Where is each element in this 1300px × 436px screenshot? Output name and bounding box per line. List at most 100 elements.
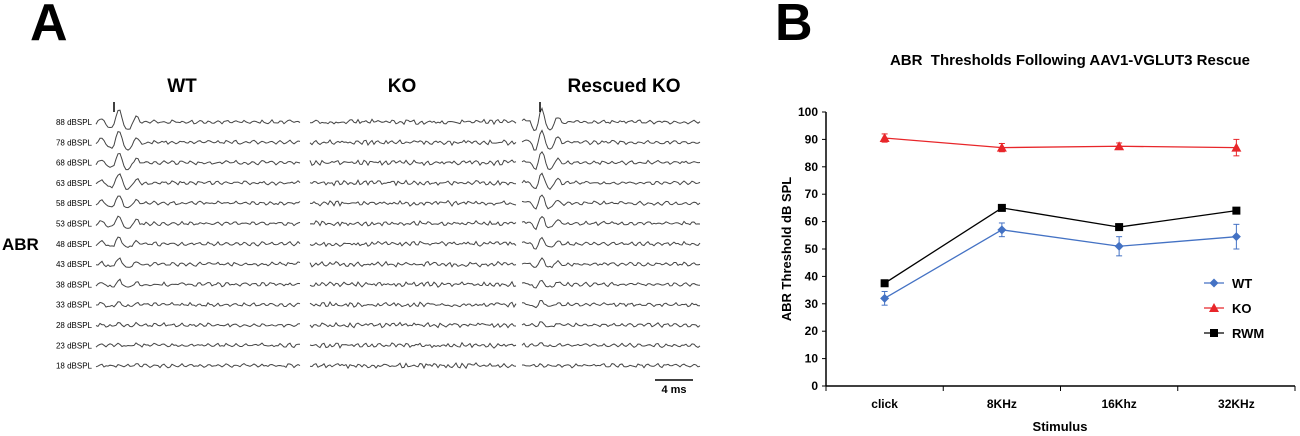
data-point-wt: [997, 225, 1007, 235]
abr-trace-ko: [309, 260, 517, 268]
abr-trace-ko: [309, 220, 517, 227]
abr-trace-ko: [309, 300, 517, 308]
column-title-wt: WT: [167, 76, 197, 97]
abr-trace-rescued: [521, 342, 701, 348]
abr-trace-wt: [95, 152, 301, 171]
data-point-rwm: [1115, 223, 1124, 232]
y-tick-label: 100: [798, 105, 818, 119]
legend-label-rwm: RWM: [1232, 326, 1264, 341]
abr-trace-wt: [95, 173, 301, 190]
column-title-ko: KO: [388, 76, 417, 97]
series-wt: [880, 222, 1241, 306]
level-label: 78 dBSPL: [56, 138, 93, 147]
abr-trace-ko: [309, 321, 517, 329]
level-label: 58 dBSPL: [56, 199, 93, 208]
abr-trace-rescued: [521, 299, 700, 309]
abr-trace-wt: [95, 236, 301, 248]
abr-trace-ko: [309, 341, 517, 349]
abr-trace-wt: [95, 362, 301, 369]
threshold-chart: 0 10 20 30 40 50 60 70 80 90 100 click 8KHz 16Khz 32KH…: [798, 105, 1296, 411]
abr-trace-ko: [309, 362, 517, 370]
y-tick-label: 40: [805, 269, 819, 283]
data-point-ko: [1231, 142, 1242, 152]
y-axis-label: ABR Threshold dB SPL: [779, 177, 794, 322]
level-label: 53 dBSPL: [56, 220, 93, 229]
data-point-ko: [1114, 141, 1125, 151]
abr-trace-rescued: [522, 362, 701, 369]
series-line-rwm: [884, 207, 1237, 284]
abr-trace-wt: [95, 342, 301, 349]
data-point-rwm: [997, 203, 1006, 212]
abr-trace-ko: [309, 179, 517, 187]
y-tick-label: 10: [805, 352, 819, 366]
panel-b-letter: B: [775, 0, 813, 52]
panel-a-letter: A: [30, 0, 68, 52]
data-point-rwm: [1232, 206, 1241, 215]
level-labels: 88 dBSPL 78 dBSPL 68 dBSPL 63 dBSPL 58 dBSPL…: [56, 118, 93, 371]
level-label: 18 dBSPL: [56, 362, 93, 371]
series-rwm: [880, 203, 1241, 288]
legend-label-wt: WT: [1232, 276, 1252, 291]
data-point-rwm: [880, 279, 889, 288]
series-ko: [879, 133, 1242, 157]
abr-trace-rescued: [521, 257, 701, 269]
data-point-wt: [880, 293, 890, 303]
data-point-ko: [879, 133, 890, 143]
level-label: 48 dBSPL: [56, 240, 93, 249]
column-title-rescued-ko: Rescued KO: [568, 76, 681, 97]
abr-trace-rescued: [521, 279, 701, 289]
abr-trace-rescued: [521, 172, 701, 191]
data-point-wt: [1114, 241, 1124, 251]
legend: WT KO RWM: [1204, 276, 1264, 341]
abr-trace-ko: [309, 280, 517, 288]
chart-title: ABR Thresholds Following AAV1-VGLUT3 Res…: [890, 52, 1250, 69]
legend-marker-ko: [1209, 303, 1219, 312]
y-tick-label: 50: [805, 242, 819, 256]
x-tick-label: click: [871, 397, 898, 411]
data-point-wt: [1231, 232, 1241, 242]
series-line-wt: [884, 229, 1237, 299]
level-label: 28 dBSPL: [56, 321, 93, 330]
abr-trace-wt: [95, 301, 301, 308]
y-tick-label: 0: [811, 379, 818, 393]
abr-trace-ko: [309, 240, 517, 248]
abr-trace-ko: [309, 199, 517, 207]
abr-trace-rescued: [521, 107, 701, 132]
scale-bar-label: 4 ms: [661, 384, 686, 396]
abr-trace-rescued: [521, 151, 701, 171]
y-tick-label: 30: [805, 297, 819, 311]
y-tick-label: 90: [805, 132, 819, 146]
level-label: 23 dBSPL: [56, 341, 93, 350]
abr-side-label: ABR: [2, 235, 39, 254]
abr-trace-wt: [95, 130, 301, 151]
y-tick-label: 20: [805, 324, 819, 338]
y-tick-label: 60: [805, 215, 819, 229]
level-label: 88 dBSPL: [56, 118, 93, 127]
level-label: 43 dBSPL: [56, 260, 93, 269]
abr-trace-wt: [95, 321, 301, 328]
x-tick-label: 32KHz: [1218, 397, 1255, 411]
x-tick-label: 16Khz: [1101, 397, 1136, 411]
data-point-ko: [996, 142, 1007, 152]
legend-marker-wt: [1209, 278, 1219, 288]
abr-trace-wt: [95, 257, 301, 268]
abr-trace-ko: [310, 118, 517, 126]
series-line-ko: [884, 137, 1237, 149]
level-label: 38 dBSPL: [56, 280, 93, 289]
abr-trace-wt: [95, 109, 301, 130]
abr-trace-wt: [95, 278, 301, 288]
abr-trace-ko: [309, 139, 517, 147]
abr-trace-rescued: [521, 321, 701, 328]
abr-trace-rescued: [521, 194, 701, 210]
abr-traces: [95, 107, 701, 370]
abr-trace-ko: [309, 159, 517, 167]
abr-trace-rescued: [521, 215, 701, 231]
abr-trace-rescued: [521, 236, 701, 250]
legend-label-ko: KO: [1232, 301, 1252, 316]
abr-trace-wt: [95, 195, 301, 209]
legend-marker-rwm: [1210, 329, 1218, 337]
abr-trace-wt: [95, 215, 301, 229]
abr-trace-rescued: [521, 129, 701, 151]
level-label: 33 dBSPL: [56, 301, 93, 310]
